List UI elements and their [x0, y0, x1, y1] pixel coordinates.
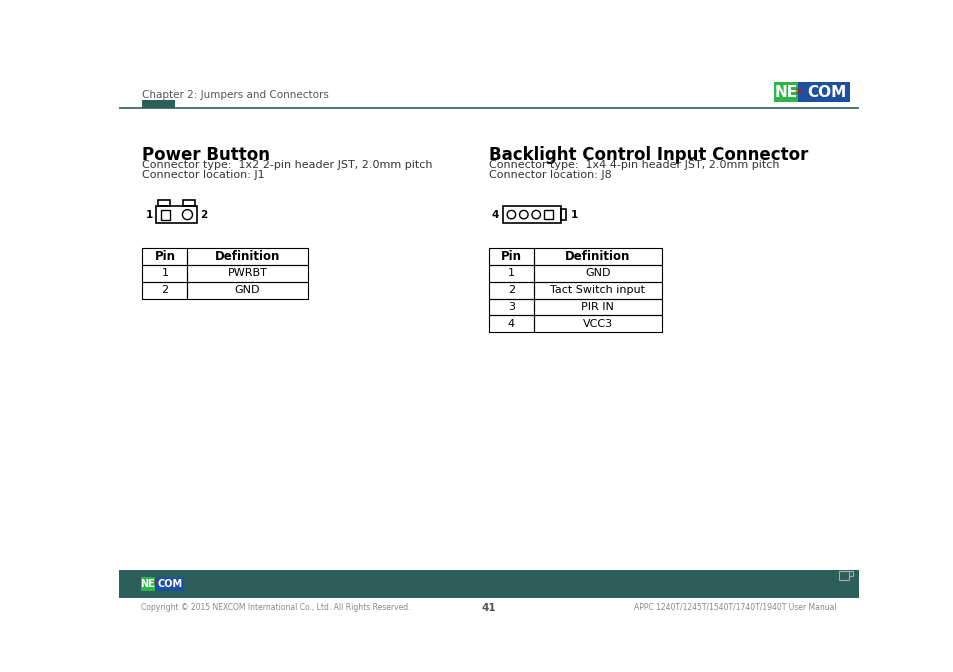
Text: Connector type:  1x4 4-pin header JST, 2.0mm pitch: Connector type: 1x4 4-pin header JST, 2.…: [488, 160, 779, 170]
Text: PIR IN: PIR IN: [580, 302, 614, 312]
Text: Definition: Definition: [564, 250, 630, 263]
Bar: [534, 265, 661, 282]
Text: 2: 2: [507, 285, 515, 295]
Bar: [156, 206, 196, 223]
Bar: [488, 298, 534, 315]
Text: APPC 1240T/1245T/1540T/1740T/1940T User Manual: APPC 1240T/1245T/1540T/1740T/1940T User …: [634, 603, 836, 612]
Text: 4: 4: [491, 210, 498, 220]
Bar: [142, 282, 187, 298]
Text: 4: 4: [507, 319, 515, 329]
Text: ✕: ✕: [152, 581, 158, 587]
Text: 3: 3: [507, 302, 515, 312]
Bar: [141, 577, 154, 591]
Bar: [488, 265, 534, 282]
Text: Pin: Pin: [500, 250, 521, 263]
Bar: [187, 248, 307, 265]
Text: 1: 1: [146, 210, 153, 220]
Text: 1: 1: [571, 210, 578, 220]
Bar: [142, 100, 174, 108]
Bar: [187, 282, 307, 298]
Text: Copyright © 2015 NEXCOM International Co., Ltd. All Rights Reserved.: Copyright © 2015 NEXCOM International Co…: [141, 603, 410, 612]
Bar: [158, 200, 171, 206]
Bar: [534, 248, 661, 265]
Text: Tact Switch input: Tact Switch input: [550, 285, 644, 295]
Text: NE: NE: [140, 579, 155, 589]
Text: Backlight Control Input Connector: Backlight Control Input Connector: [488, 146, 807, 164]
Text: Pin: Pin: [154, 250, 175, 263]
Text: GND: GND: [234, 285, 260, 295]
Text: 2: 2: [161, 285, 169, 295]
Text: Connector location: J8: Connector location: J8: [488, 170, 611, 180]
Bar: [488, 248, 534, 265]
Text: Power Button: Power Button: [142, 146, 271, 164]
Bar: [142, 248, 187, 265]
Text: NE: NE: [774, 85, 797, 99]
Bar: [154, 577, 183, 591]
Text: 1: 1: [161, 268, 169, 278]
Text: Connector location: J1: Connector location: J1: [142, 170, 265, 180]
Bar: [839, 571, 847, 581]
Bar: [560, 209, 565, 220]
Text: 1: 1: [507, 268, 515, 278]
Bar: [502, 206, 560, 223]
Bar: [183, 200, 195, 206]
Text: VCC3: VCC3: [582, 319, 612, 329]
Bar: [187, 265, 307, 282]
Text: COM: COM: [806, 85, 845, 99]
Text: Definition: Definition: [214, 250, 280, 263]
Text: 41: 41: [481, 603, 496, 613]
Bar: [488, 282, 534, 298]
Bar: [488, 315, 534, 333]
Text: 2: 2: [199, 210, 207, 220]
Bar: [119, 571, 858, 598]
Bar: [142, 265, 187, 282]
Bar: [798, 82, 849, 102]
Text: Chapter 2: Jumpers and Connectors: Chapter 2: Jumpers and Connectors: [142, 90, 329, 100]
Bar: [534, 298, 661, 315]
Text: Connector type:  1x2 2-pin header JST, 2.0mm pitch: Connector type: 1x2 2-pin header JST, 2.…: [142, 160, 433, 170]
Text: COM: COM: [158, 579, 183, 589]
Bar: [534, 282, 661, 298]
Bar: [847, 571, 852, 576]
Text: GND: GND: [584, 268, 610, 278]
Bar: [534, 315, 661, 333]
Text: ✕: ✕: [794, 87, 802, 96]
Bar: [161, 210, 171, 220]
Text: PWRBT: PWRBT: [228, 268, 267, 278]
Bar: [773, 82, 798, 102]
Bar: [544, 210, 553, 219]
